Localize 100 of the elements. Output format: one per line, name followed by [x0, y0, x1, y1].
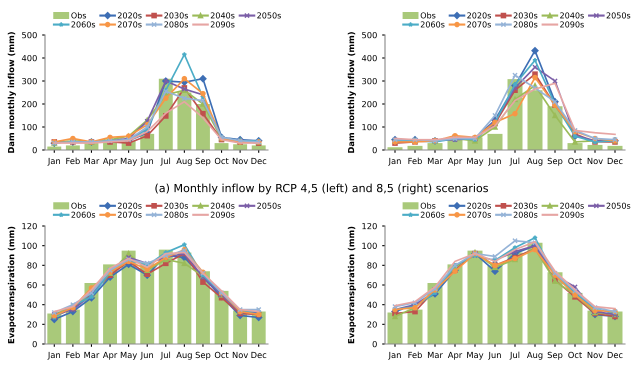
legend-label: 2070s [118, 212, 142, 218]
y-tick-label: 0 [32, 340, 37, 348]
x-tick-label: Oct [214, 158, 229, 164]
x-tick-label: Feb [408, 158, 422, 164]
legend-label: 2030s [514, 12, 538, 18]
x-tick-label: Dec [251, 158, 266, 164]
y-tick-label: 300 [22, 78, 37, 84]
y-tick-label: 60 [367, 282, 377, 288]
x-tick-label: Sep [196, 352, 210, 360]
y-axis-title: Evapotranspiration (mm) [348, 226, 356, 344]
x-tick-label: Sep [548, 158, 562, 166]
legend-label: 2060s [71, 212, 96, 218]
legend-label: 2080s [514, 212, 538, 218]
legend-label: 2060s [71, 21, 96, 28]
y-tick-label: 20 [367, 321, 377, 328]
x-tick-label: Jul [510, 352, 520, 360]
x-tick-label: Jun [140, 158, 154, 166]
legend-label: 2090s [560, 212, 584, 218]
legend-label: 2040s [210, 12, 235, 18]
x-tick-label: Jan [388, 352, 401, 360]
legend-label: 2040s [560, 202, 584, 209]
y-tick-label: 40 [367, 302, 377, 308]
legend-label: 2090s [560, 21, 584, 28]
x-tick-label: Jan [47, 158, 60, 166]
y-tick-label: 120 [362, 222, 377, 230]
legend-label: 2040s [210, 202, 235, 209]
x-tick-label: Jun [140, 352, 154, 360]
legend-label: 2020s [118, 12, 142, 18]
y-tick-label: 0 [372, 146, 377, 154]
x-tick-label: Mar [84, 158, 100, 164]
x-tick-label: May [120, 158, 137, 166]
legend-label: 2080s [164, 21, 188, 28]
legend-label: 2020s [467, 12, 491, 18]
legend-label: 2050s [257, 202, 281, 209]
text: (a) Monthly inflow by RCP 4,5 (left) and 8,5 (right) scenarios [155, 184, 488, 194]
legend-label: 2050s [606, 202, 630, 209]
x-tick-label: Aug [526, 158, 542, 166]
x-tick-label: Oct [568, 352, 582, 358]
y-tick-label: 100 [362, 124, 377, 130]
legend-label: 2020s [467, 202, 491, 209]
y-tick-label: 100 [362, 242, 377, 249]
x-tick-label: Aug [176, 158, 192, 166]
y-tick-label: 0 [32, 146, 37, 154]
y-tick-label: 60 [27, 282, 37, 288]
x-tick-label: Apr [102, 352, 118, 360]
x-tick-label: Dec [251, 352, 266, 358]
x-tick-label: Apr [448, 158, 462, 166]
legend-label: 2090s [210, 212, 235, 218]
legend-label: 2030s [164, 12, 188, 18]
x-tick-label: Sep [196, 158, 210, 166]
legend-label: 2020s [118, 202, 142, 209]
x-tick-label: Jul [160, 352, 170, 360]
x-tick-label: Jul [510, 158, 520, 166]
y-tick-label: 400 [362, 54, 377, 62]
x-tick-label: Sep [548, 352, 562, 360]
legend-label: Obs [420, 202, 436, 209]
y-tick-label: 40 [27, 302, 37, 308]
legend-label: 2090s [210, 21, 235, 28]
legend-label: 2030s [164, 202, 188, 209]
y-tick-label: 500 [362, 32, 377, 38]
x-tick-label: Apr [102, 158, 118, 166]
y-tick-label: 80 [367, 262, 377, 269]
x-tick-label: Aug [526, 352, 542, 360]
legend-label: 2080s [514, 21, 538, 28]
x-tick-label: Jun [488, 158, 501, 166]
legend-label: 2050s [606, 12, 630, 18]
x-tick-label: May [467, 352, 484, 360]
x-tick-label: Mar [84, 352, 100, 358]
y-tick-label: 300 [362, 78, 377, 84]
y-tick-label: 200 [22, 100, 37, 108]
legend-label: 2040s [560, 12, 584, 18]
y-tick-label: 400 [22, 54, 37, 62]
legend-label: 2060s [420, 212, 445, 218]
x-tick-label: Nov [232, 158, 248, 164]
x-tick-label: May [467, 158, 484, 166]
y-axis-title: Dam monthly inflow (mm) [8, 32, 16, 153]
x-tick-label: Jan [388, 158, 401, 166]
y-tick-label: 20 [27, 321, 37, 328]
x-tick-label: Mar [428, 158, 443, 164]
x-tick-label: Oct [568, 158, 582, 164]
legend-label: 2050s [257, 12, 281, 18]
legend-label: 2080s [164, 212, 188, 218]
x-tick-label: Feb [66, 158, 80, 164]
x-tick-label: Nov [588, 352, 603, 358]
y-tick-label: 200 [362, 100, 377, 108]
y-tick-label: 120 [22, 222, 37, 230]
y-tick-label: 80 [27, 262, 37, 269]
x-tick-label: Dec [608, 158, 623, 164]
y-tick-label: 100 [22, 124, 37, 130]
legend-label: Obs [420, 12, 436, 18]
x-tick-label: Feb [408, 352, 422, 358]
legend-label: Obs [71, 12, 86, 18]
x-tick-label: Nov [232, 352, 248, 358]
x-tick-label: Jan [47, 352, 60, 360]
x-tick-label: Apr [448, 352, 462, 360]
x-tick-label: Jun [488, 352, 501, 360]
legend-label: 2060s [420, 21, 445, 28]
legend-label: 2070s [118, 21, 142, 28]
x-tick-label: Jul [160, 158, 170, 166]
y-tick-label: 100 [22, 242, 37, 249]
